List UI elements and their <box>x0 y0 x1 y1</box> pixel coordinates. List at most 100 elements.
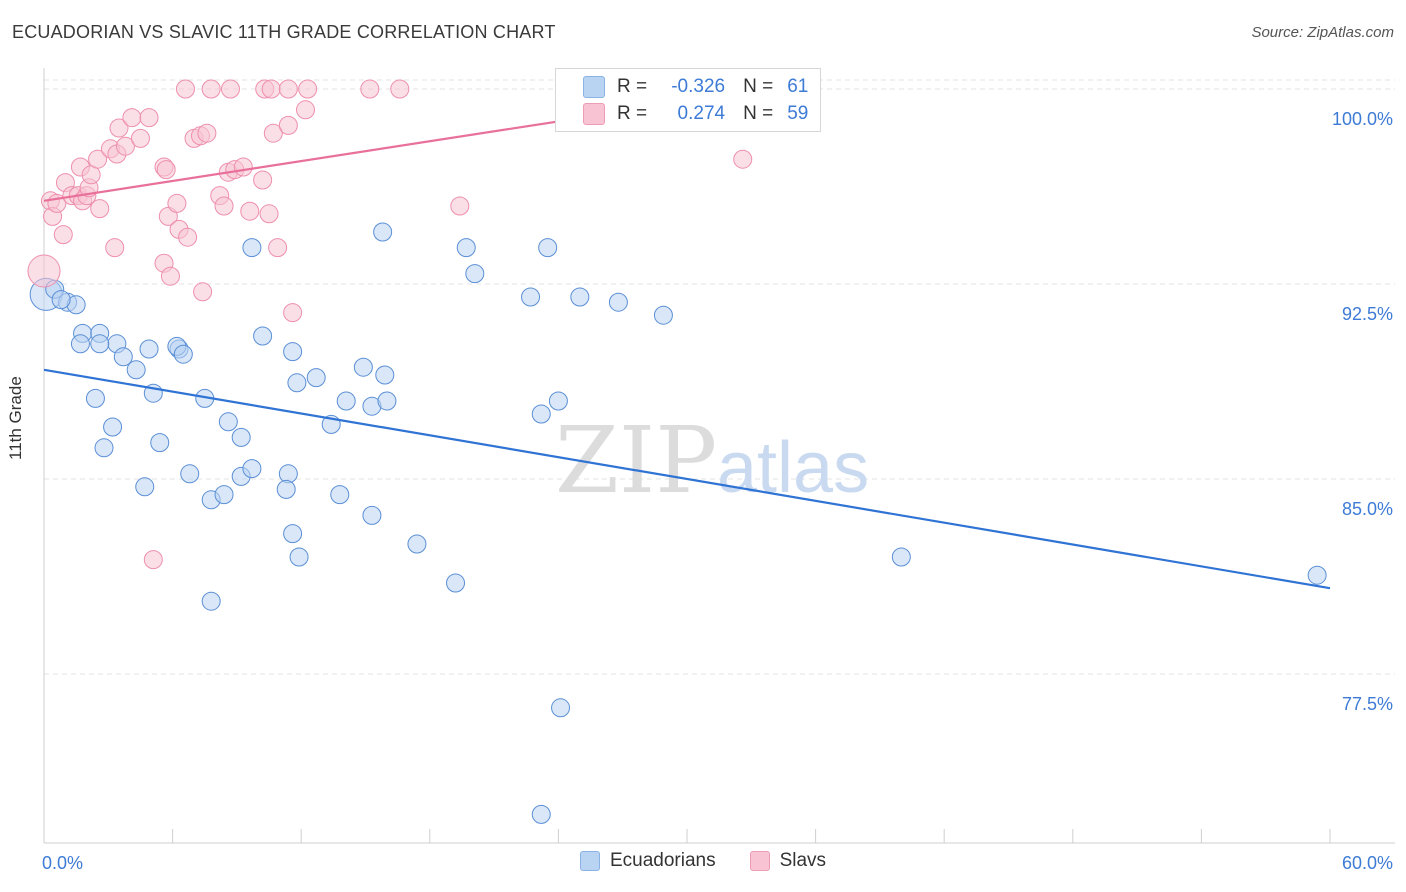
point-ecuadorian <box>1307 565 1327 585</box>
legend: Ecuadorians Slavs <box>0 850 1406 872</box>
point-ecuadorian <box>521 287 541 307</box>
point-ecuadorian <box>465 264 485 284</box>
point-slav <box>175 79 195 99</box>
r-value: -0.326 <box>671 76 726 97</box>
point-ecuadorian <box>218 412 238 432</box>
point-ecuadorian <box>242 459 262 479</box>
legend-swatch-pink <box>749 851 770 871</box>
point-slav <box>27 254 61 288</box>
point-ecuadorian <box>70 334 90 354</box>
point-ecuadorian <box>139 339 159 359</box>
point-ecuadorian <box>377 391 397 411</box>
legend-label: Ecuadorians <box>609 850 716 871</box>
point-ecuadorian <box>126 360 146 380</box>
stats-box: R = -0.326 N = 61 R = 0.274 N = 59 <box>555 68 821 132</box>
point-ecuadorian <box>135 477 155 497</box>
point-slav <box>115 136 135 156</box>
point-ecuadorian <box>283 524 303 544</box>
point-slav <box>263 123 283 143</box>
point-ecuadorian <box>150 433 170 453</box>
data-points <box>27 79 1327 824</box>
point-ecuadorian <box>653 305 673 325</box>
point-ecuadorian <box>330 485 350 505</box>
r-label: R = <box>617 103 648 124</box>
point-ecuadorian <box>289 547 309 567</box>
point-slav <box>109 118 129 138</box>
stats-swatch-blue <box>583 76 605 98</box>
point-slav <box>105 238 125 258</box>
point-ecuadorian <box>242 238 262 258</box>
point-ecuadorian <box>113 347 133 367</box>
point-ecuadorian <box>608 292 628 312</box>
point-slav <box>143 550 163 570</box>
point-slav <box>197 123 217 143</box>
n-label: N = <box>743 103 774 124</box>
point-slav <box>278 79 298 99</box>
point-ecuadorian <box>891 547 911 567</box>
point-slav <box>130 128 150 148</box>
x-tick-label: 60.0% <box>1342 853 1393 873</box>
point-ecuadorian <box>551 698 571 718</box>
legend-label: Slavs <box>779 850 827 871</box>
point-ecuadorian <box>446 573 466 593</box>
point-ecuadorian <box>278 464 298 484</box>
point-ecuadorian <box>407 534 427 554</box>
point-slav <box>160 266 180 286</box>
x-tick-label: 0.0% <box>42 853 83 873</box>
point-ecuadorian <box>51 290 71 310</box>
point-ecuadorian <box>538 238 558 258</box>
point-slav <box>201 79 221 99</box>
point-ecuadorian <box>94 438 114 458</box>
n-value: 59 <box>787 103 809 124</box>
source-note: Source: ZipAtlas.com <box>1251 24 1394 41</box>
point-slav <box>268 238 288 258</box>
point-slav <box>261 79 281 99</box>
point-slav <box>259 204 279 224</box>
y-tick-label: 100.0% <box>1332 109 1393 129</box>
point-ecuadorian <box>283 342 303 362</box>
point-ecuadorian <box>173 344 193 364</box>
point-slav <box>360 79 380 99</box>
point-slav <box>278 115 298 135</box>
point-slav <box>733 149 753 169</box>
point-slav <box>240 201 260 221</box>
point-ecuadorian <box>362 505 382 525</box>
n-label: N = <box>743 76 774 97</box>
point-slav <box>139 108 159 128</box>
point-ecuadorian <box>90 334 110 354</box>
legend-item-ecuadorians[interactable]: Ecuadorians <box>579 850 716 872</box>
stats-swatch-pink <box>583 103 605 125</box>
point-slav <box>156 160 176 180</box>
point-slav <box>233 157 253 177</box>
point-ecuadorian <box>336 391 356 411</box>
point-ecuadorian <box>214 485 234 505</box>
point-ecuadorian <box>231 427 251 447</box>
stats-row-ecuadorians: R = -0.326 N = 61 <box>556 73 820 101</box>
point-slav <box>253 170 273 190</box>
r-value: 0.274 <box>672 103 726 124</box>
legend-item-slavs[interactable]: Slavs <box>749 850 827 872</box>
r-label: R = <box>617 76 648 97</box>
trend-line-ecuadorians <box>43 368 1331 590</box>
point-slav <box>193 282 213 302</box>
y-tick-label: 77.5% <box>1342 694 1393 714</box>
point-slav <box>298 79 318 99</box>
point-ecuadorian <box>531 804 551 824</box>
point-slav <box>450 196 470 216</box>
point-slav <box>283 303 303 323</box>
point-slav <box>90 199 110 219</box>
point-slav <box>178 227 198 247</box>
point-slav <box>390 79 410 99</box>
point-slav <box>295 100 315 120</box>
point-ecuadorian <box>570 287 590 307</box>
point-slav <box>214 196 234 216</box>
point-ecuadorian <box>548 391 568 411</box>
point-ecuadorian <box>373 222 393 242</box>
y-tick-label: 92.5% <box>1342 304 1393 324</box>
point-ecuadorian <box>85 388 105 408</box>
point-ecuadorian <box>287 373 307 393</box>
point-slav <box>167 193 187 213</box>
point-ecuadorian <box>180 464 200 484</box>
watermark: ZIP atlas <box>555 407 869 514</box>
